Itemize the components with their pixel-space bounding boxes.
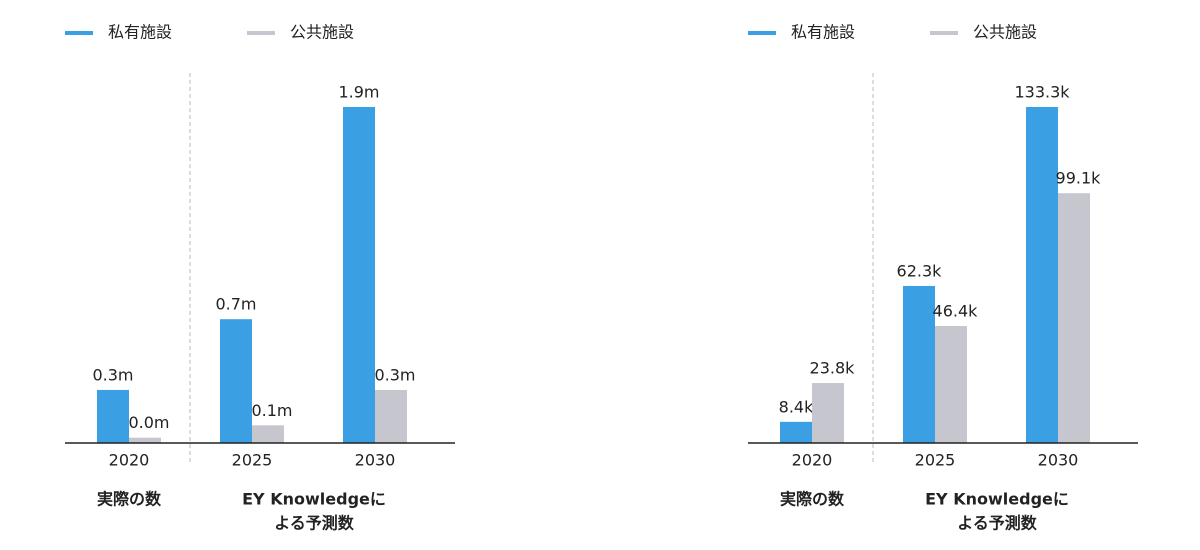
value-label: 62.3k (897, 261, 943, 280)
value-label: 1.9m (338, 83, 379, 102)
bar (220, 319, 252, 443)
group-label: よる予測数 (957, 514, 1038, 533)
bar (935, 326, 967, 443)
bar (1026, 107, 1058, 443)
value-label: 99.1k (1056, 169, 1102, 188)
x-tick-label: 2025 (915, 451, 956, 470)
value-label: 133.3k (1014, 83, 1070, 102)
bar (375, 389, 407, 443)
bar (97, 389, 129, 443)
value-label: 23.8k (810, 359, 856, 378)
x-tick-label: 2030 (355, 451, 396, 470)
bar (812, 383, 844, 443)
group-label: EY Knowledgeに (242, 490, 386, 509)
value-label: 46.4k (933, 302, 979, 321)
group-label: 実際の数 (780, 490, 845, 509)
x-tick-label: 2020 (109, 451, 150, 470)
x-tick-label: 2020 (792, 451, 833, 470)
bar (780, 421, 812, 443)
group-label: よる予測数 (274, 514, 355, 533)
bar (129, 437, 161, 443)
group-label: EY Knowledgeに (925, 490, 1069, 509)
value-label: 0.1m (251, 401, 292, 420)
x-tick-label: 2025 (232, 451, 273, 470)
value-label: 8.4k (779, 397, 814, 416)
value-label: 0.7m (215, 295, 256, 314)
value-label: 0.0m (128, 413, 169, 432)
group-label: 実際の数 (97, 490, 162, 509)
legend-label: 私有施設 (791, 23, 855, 42)
value-label: 0.3m (374, 365, 415, 384)
legend-label: 公共施設 (973, 23, 1037, 42)
bar (252, 425, 284, 443)
bar (903, 285, 935, 443)
legend-label: 私有施設 (108, 23, 172, 42)
value-label: 0.3m (92, 365, 133, 384)
bar (343, 107, 375, 443)
x-tick-label: 2030 (1038, 451, 1079, 470)
bar (1058, 193, 1090, 443)
legend-label: 公共施設 (290, 23, 354, 42)
